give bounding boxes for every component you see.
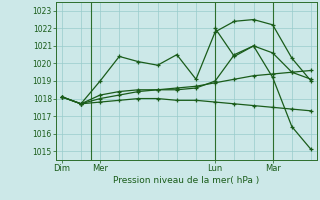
X-axis label: Pression niveau de la mer( hPa ): Pression niveau de la mer( hPa ): [113, 176, 260, 185]
